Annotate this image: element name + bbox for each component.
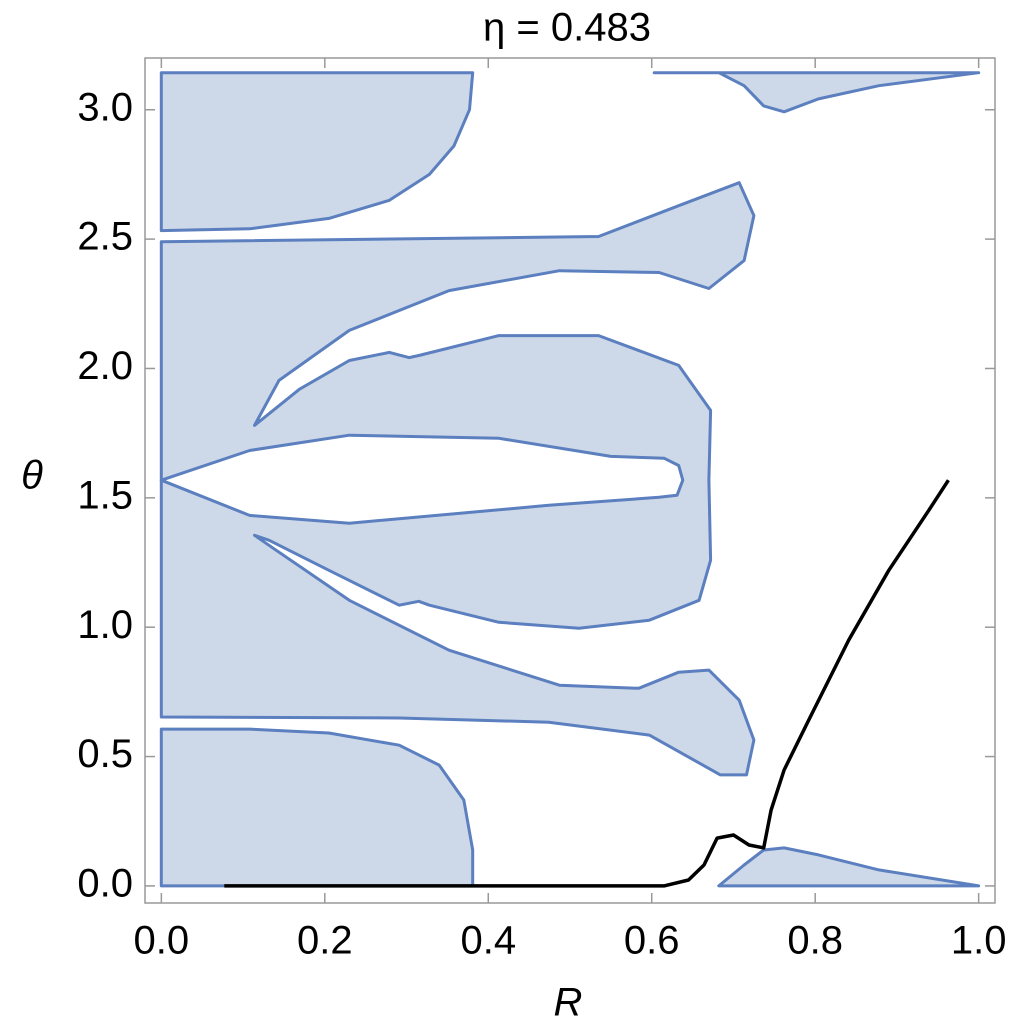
curve	[224, 479, 950, 888]
x-tick-label: 1.0	[951, 919, 1007, 963]
x-tick-label: 0.2	[297, 919, 353, 963]
y-tick-label: 0.5	[77, 732, 133, 776]
x-tick-label: 0.6	[624, 919, 680, 963]
y-tick-label: 3.0	[77, 85, 133, 129]
plot-frame	[144, 57, 996, 904]
x-tick-label: 0.0	[134, 919, 190, 963]
region-hole	[159, 433, 685, 525]
region	[717, 846, 981, 888]
y-tick-label: 2.0	[77, 344, 133, 388]
region	[159, 71, 475, 233]
y-axis-label: θ	[21, 454, 43, 498]
x-axis-label: R	[554, 981, 583, 1025]
y-tick-label: 2.5	[77, 215, 133, 259]
y-tick-label: 1.0	[77, 603, 133, 647]
chart-title: η = 0.483	[483, 6, 651, 50]
x-tick-label: 0.4	[460, 919, 516, 963]
y-tick-label: 1.5	[77, 473, 133, 517]
x-tick-label: 0.8	[787, 919, 843, 963]
region	[652, 71, 981, 114]
y-tick-label: 0.0	[77, 861, 133, 905]
region	[159, 727, 475, 888]
